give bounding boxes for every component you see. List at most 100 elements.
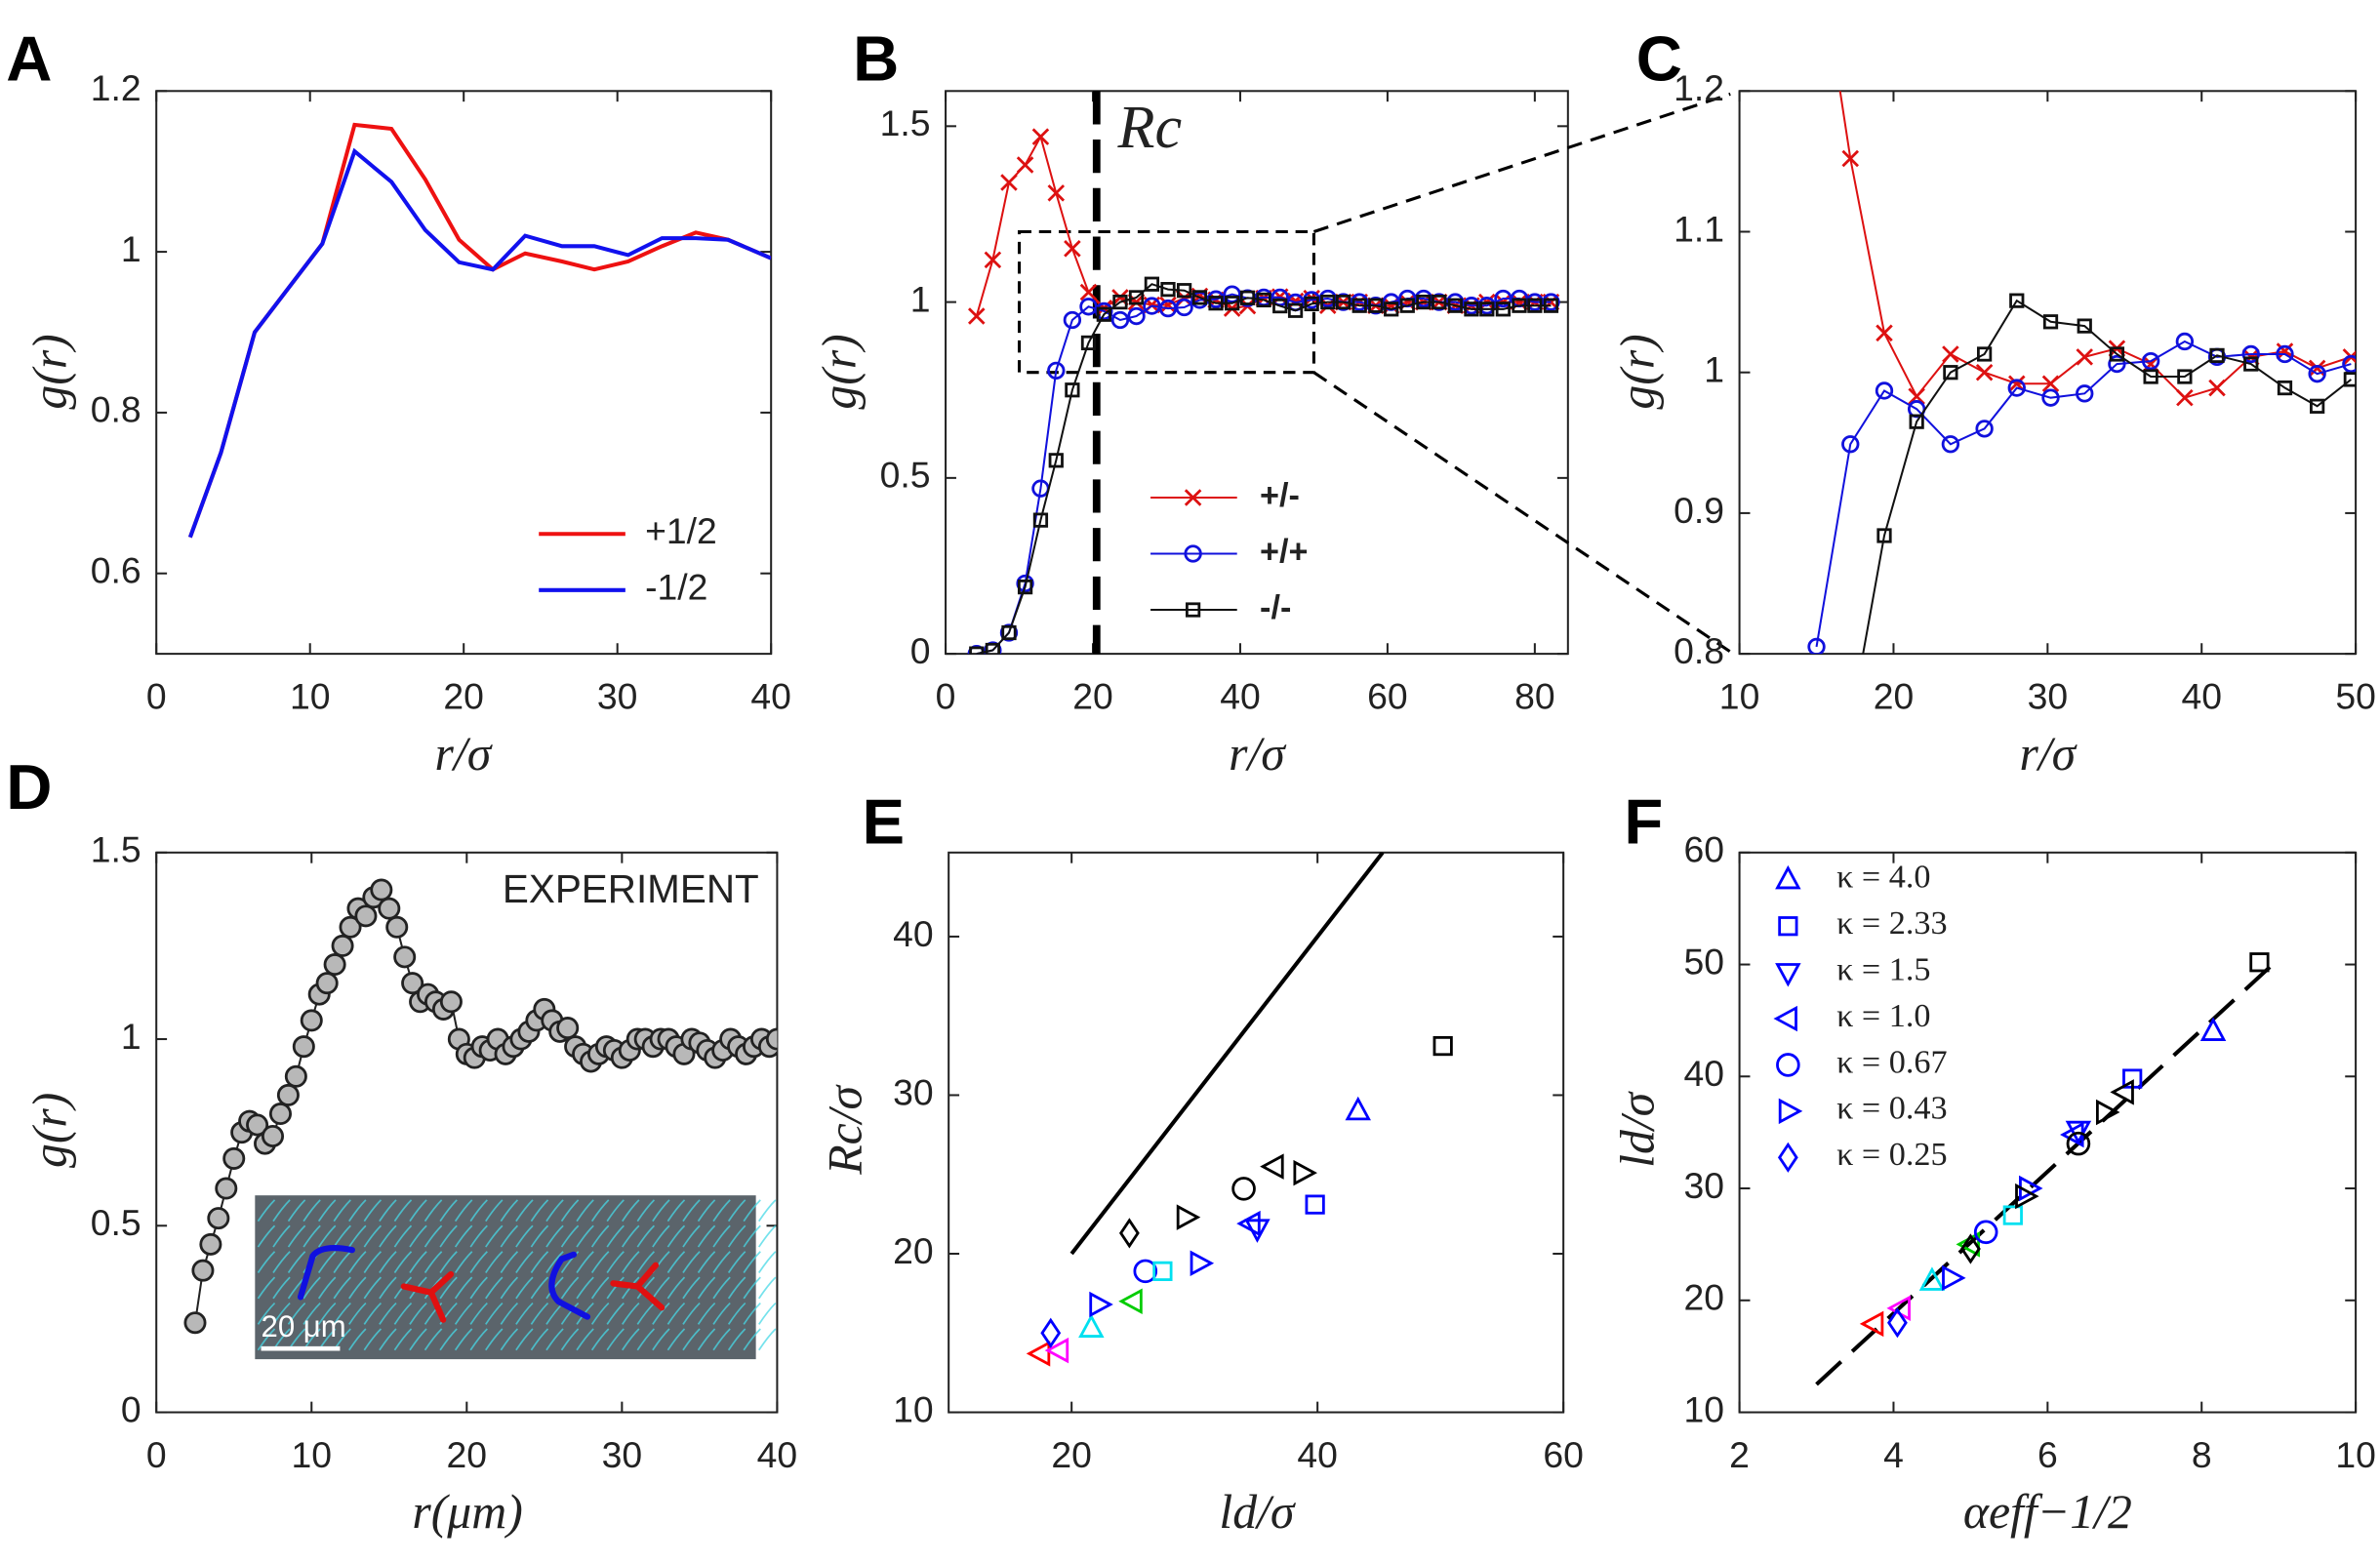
data-point — [1191, 290, 1208, 305]
inset-director — [333, 1224, 351, 1248]
inset-director — [257, 1328, 276, 1351]
y-tick-label: 1.2 — [1674, 67, 1724, 108]
x-tick-label: 4 — [1883, 1434, 1904, 1475]
data-point — [1841, 149, 1860, 168]
inset-director — [317, 1302, 337, 1325]
inset-director — [560, 1328, 580, 1351]
data-point — [1336, 294, 1351, 310]
inset-director — [666, 1251, 686, 1273]
x-axis-label: r/σ — [2019, 727, 2077, 781]
inset-image: 20 μm — [255, 1195, 777, 1360]
data-point — [2199, 1017, 2227, 1041]
legend-marker — [1185, 602, 1201, 618]
inset-director — [363, 1328, 383, 1351]
inset-director — [530, 1276, 549, 1300]
inset-director — [606, 1224, 625, 1248]
data-point — [1079, 298, 1098, 316]
data-point — [276, 1083, 300, 1106]
data-point — [984, 251, 1002, 269]
data-point — [1206, 290, 1226, 308]
data-point — [1416, 294, 1432, 310]
data-point — [1048, 453, 1064, 468]
data-point — [401, 972, 424, 995]
inset-director — [485, 1328, 504, 1351]
data-point — [1942, 345, 1959, 363]
legend-label: +1/2 — [645, 510, 717, 551]
inset-director — [363, 1302, 383, 1325]
legend-label: κ = 0.25 — [1836, 1137, 1948, 1173]
data-point — [1447, 298, 1463, 313]
data-point — [1844, 718, 1856, 730]
data-point — [2015, 1183, 2039, 1210]
data-point — [339, 915, 362, 939]
data-point — [999, 623, 1019, 642]
data-point — [967, 307, 986, 325]
plot-frame — [945, 90, 1569, 656]
inset-director — [576, 1224, 594, 1248]
trefoil-defect — [400, 1270, 455, 1323]
inset-director — [454, 1328, 473, 1351]
panel-label: B — [853, 23, 899, 95]
legend-label: κ = 1.5 — [1836, 951, 1930, 987]
x-tick-label: 0 — [146, 676, 167, 717]
series-line — [1862, 299, 2352, 655]
data-point — [378, 897, 401, 920]
inset-director — [682, 1302, 701, 1325]
inset-director — [560, 1276, 580, 1300]
zoom-connector — [1312, 371, 1735, 656]
data-point — [2007, 379, 2026, 397]
x-tick-label: 20 — [443, 676, 484, 717]
data-point — [967, 644, 986, 655]
zoom-connector — [1312, 92, 1731, 233]
inset-director — [379, 1251, 397, 1273]
data-point — [2243, 356, 2259, 372]
rc-label: Rc — [1117, 95, 1183, 161]
y-tick-label: 0.6 — [91, 550, 141, 591]
data-point — [1143, 297, 1161, 315]
inset-director — [712, 1224, 731, 1248]
inset-director — [530, 1302, 549, 1325]
data-point — [2066, 1131, 2091, 1156]
inset-director — [485, 1251, 504, 1273]
data-point — [556, 1017, 580, 1040]
data-point — [2276, 344, 2294, 364]
y-axis-label: g(r) — [1610, 334, 1664, 409]
inset-director — [409, 1328, 427, 1351]
inset-director — [530, 1224, 549, 1248]
legend-label: +/+ — [1260, 534, 1308, 571]
inset-director — [697, 1199, 716, 1223]
y-axis-label: g(r) — [22, 1093, 76, 1168]
y-tick-label: 1.5 — [880, 102, 931, 143]
plot-frame — [1738, 90, 2358, 656]
data-point — [1973, 1220, 1998, 1245]
inset-director — [500, 1251, 519, 1273]
inset-director — [727, 1328, 746, 1351]
inset-director — [743, 1302, 761, 1325]
inset-director — [363, 1199, 383, 1223]
data-point — [2109, 346, 2125, 362]
y-tick-label: 0 — [910, 630, 931, 671]
inset-director — [576, 1199, 594, 1223]
inset-director — [622, 1328, 640, 1351]
inset-director — [576, 1302, 594, 1325]
data-point — [1512, 298, 1527, 313]
legend-label: -1/2 — [645, 567, 707, 608]
inset-director — [454, 1224, 473, 1248]
inset-director — [409, 1251, 427, 1273]
data-point — [1351, 293, 1369, 311]
inset-director — [530, 1251, 549, 1273]
inset-director — [576, 1328, 594, 1351]
scale-bar-label: 20 μm — [262, 1309, 346, 1343]
inset-director — [424, 1302, 443, 1325]
inset-director — [379, 1199, 397, 1223]
data-point — [1293, 1159, 1317, 1186]
legend-label: κ = 0.43 — [1836, 1091, 1948, 1127]
inset-director — [409, 1276, 427, 1300]
inset-director — [652, 1199, 670, 1223]
inset-director — [439, 1328, 458, 1351]
inset-director — [454, 1276, 473, 1300]
data-point — [984, 641, 1002, 655]
data-point — [2095, 1099, 2120, 1126]
panel-label: D — [6, 751, 52, 822]
y-axis-label: Rc/σ — [818, 1083, 871, 1175]
